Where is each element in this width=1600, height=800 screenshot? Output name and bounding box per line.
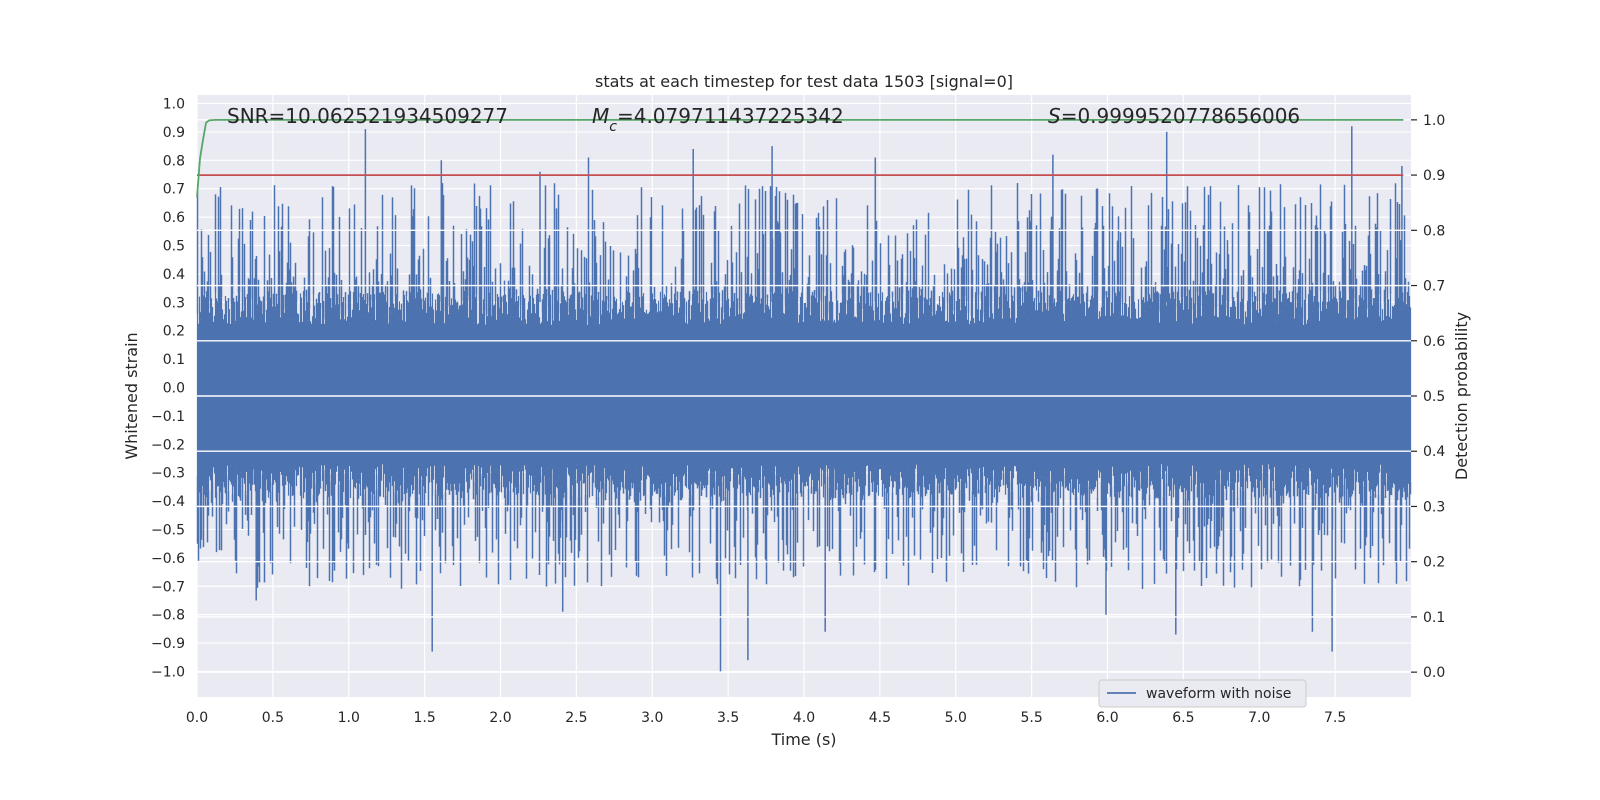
y-tick-label: −0.8: [151, 608, 185, 624]
detection-probability-line: [196, 119, 1404, 198]
y2-axis-label: Detection probability: [1452, 312, 1471, 480]
y-axis-label: Whitened strain: [122, 332, 141, 459]
x-tick-label: 4.5: [869, 710, 891, 726]
y2-tick-label: 0.3: [1423, 499, 1445, 515]
y-tick-label: −0.2: [151, 437, 185, 453]
y2-tick-label: 0.8: [1423, 223, 1445, 239]
strain-band: [196, 291, 1412, 499]
y-tick-label: −0.6: [151, 551, 185, 567]
x-tick-label: 5.0: [945, 710, 967, 726]
x-tick-label: 0.5: [262, 710, 284, 726]
y-tick-label: 0.0: [163, 380, 185, 396]
y-tick-label: −0.3: [151, 466, 185, 482]
x-tick-label: 3.0: [641, 710, 663, 726]
x-axis-ticks: 0.0 0.5 1.0 1.5 2.0 2.5 3.0 3.5 4.0 4.5 5.0 5.5 6.0 6…: [186, 710, 1346, 726]
y2-tick-label: 0.4: [1423, 444, 1445, 460]
y-axis-ticks: 1.0 0.9 0.8 0.7 0.6 0.5 0.4 0.3 0.2 0.1 0.0 −0.1 −0.…: [151, 97, 185, 681]
score-annotation: S=0.9999520778656006: [1048, 104, 1300, 128]
y-tick-label: −0.4: [151, 494, 185, 510]
x-tick-label: 1.0: [338, 710, 360, 726]
y2-axis-ticks: 1.0 0.9 0.8 0.7 0.6 0.5 0.4 0.3 0.2 0.1 0.0: [1411, 113, 1445, 681]
y-tick-label: 0.5: [163, 239, 185, 255]
x-tick-label: 0.0: [186, 710, 208, 726]
x-axis-label: Time (s): [770, 730, 836, 749]
y-tick-label: 0.6: [163, 210, 185, 226]
y-tick-label: 0.1: [163, 352, 185, 368]
legend-label: waveform with noise: [1146, 686, 1291, 702]
y2-tick-label: 0.5: [1423, 389, 1445, 405]
mc-value: =4.079711437225342: [617, 104, 844, 128]
x-tick-label: 7.5: [1324, 710, 1346, 726]
y-tick-label: 0.7: [163, 182, 185, 198]
s-value: =0.9999520778656006: [1061, 104, 1300, 128]
x-tick-label: 3.5: [717, 710, 739, 726]
chart-title: stats at each timestep for test data 150…: [595, 72, 1013, 91]
x-tick-label: 4.0: [793, 710, 815, 726]
y-tick-label: 0.9: [163, 125, 185, 141]
x-tick-label: 6.0: [1096, 710, 1118, 726]
y-tick-label: 1.0: [163, 97, 185, 113]
y2-tick-label: 0.7: [1423, 279, 1445, 295]
y-tick-label: −0.7: [151, 579, 185, 595]
legend-box: [1098, 679, 1307, 708]
y-tick-label: 0.4: [163, 267, 185, 283]
y2-tick-label: 1.0: [1423, 113, 1445, 129]
snr-annotation: SNR=10.062521934509277: [227, 104, 508, 128]
x-tick-label: 7.0: [1248, 710, 1270, 726]
x-tick-label: 6.5: [1172, 710, 1194, 726]
y2-tick-label: 0.2: [1423, 555, 1445, 571]
y2-tick-label: 0.6: [1423, 334, 1445, 350]
mc-symbol: M: [592, 104, 609, 128]
y2-tick-label: 0.1: [1423, 610, 1445, 626]
x-tick-label: 5.5: [1020, 710, 1042, 726]
y-tick-label: 0.3: [163, 295, 185, 311]
chirp-mass-annotation: Mc=4.079711437225342: [592, 104, 844, 135]
mc-subscript: c: [609, 119, 617, 135]
y2-tick-label: 0.0: [1423, 665, 1445, 681]
x-tick-label: 2.5: [565, 710, 587, 726]
y-tick-label: 0.2: [163, 324, 185, 340]
x-tick-label: 2.0: [489, 710, 511, 726]
x-tick-label: 1.5: [413, 710, 435, 726]
strain-spikes: [196, 126, 1412, 672]
y-tick-label: 0.8: [163, 153, 185, 169]
legend: waveform with noise: [1098, 679, 1307, 708]
strain-series: [196, 126, 1412, 672]
y-tick-label: −1.0: [151, 664, 185, 680]
s-symbol: S: [1048, 104, 1061, 128]
y-tick-label: −0.5: [151, 522, 185, 538]
y-tick-label: −0.9: [151, 636, 185, 652]
y-tick-label: −0.1: [151, 409, 185, 425]
y2-tick-label: 0.9: [1423, 168, 1445, 184]
